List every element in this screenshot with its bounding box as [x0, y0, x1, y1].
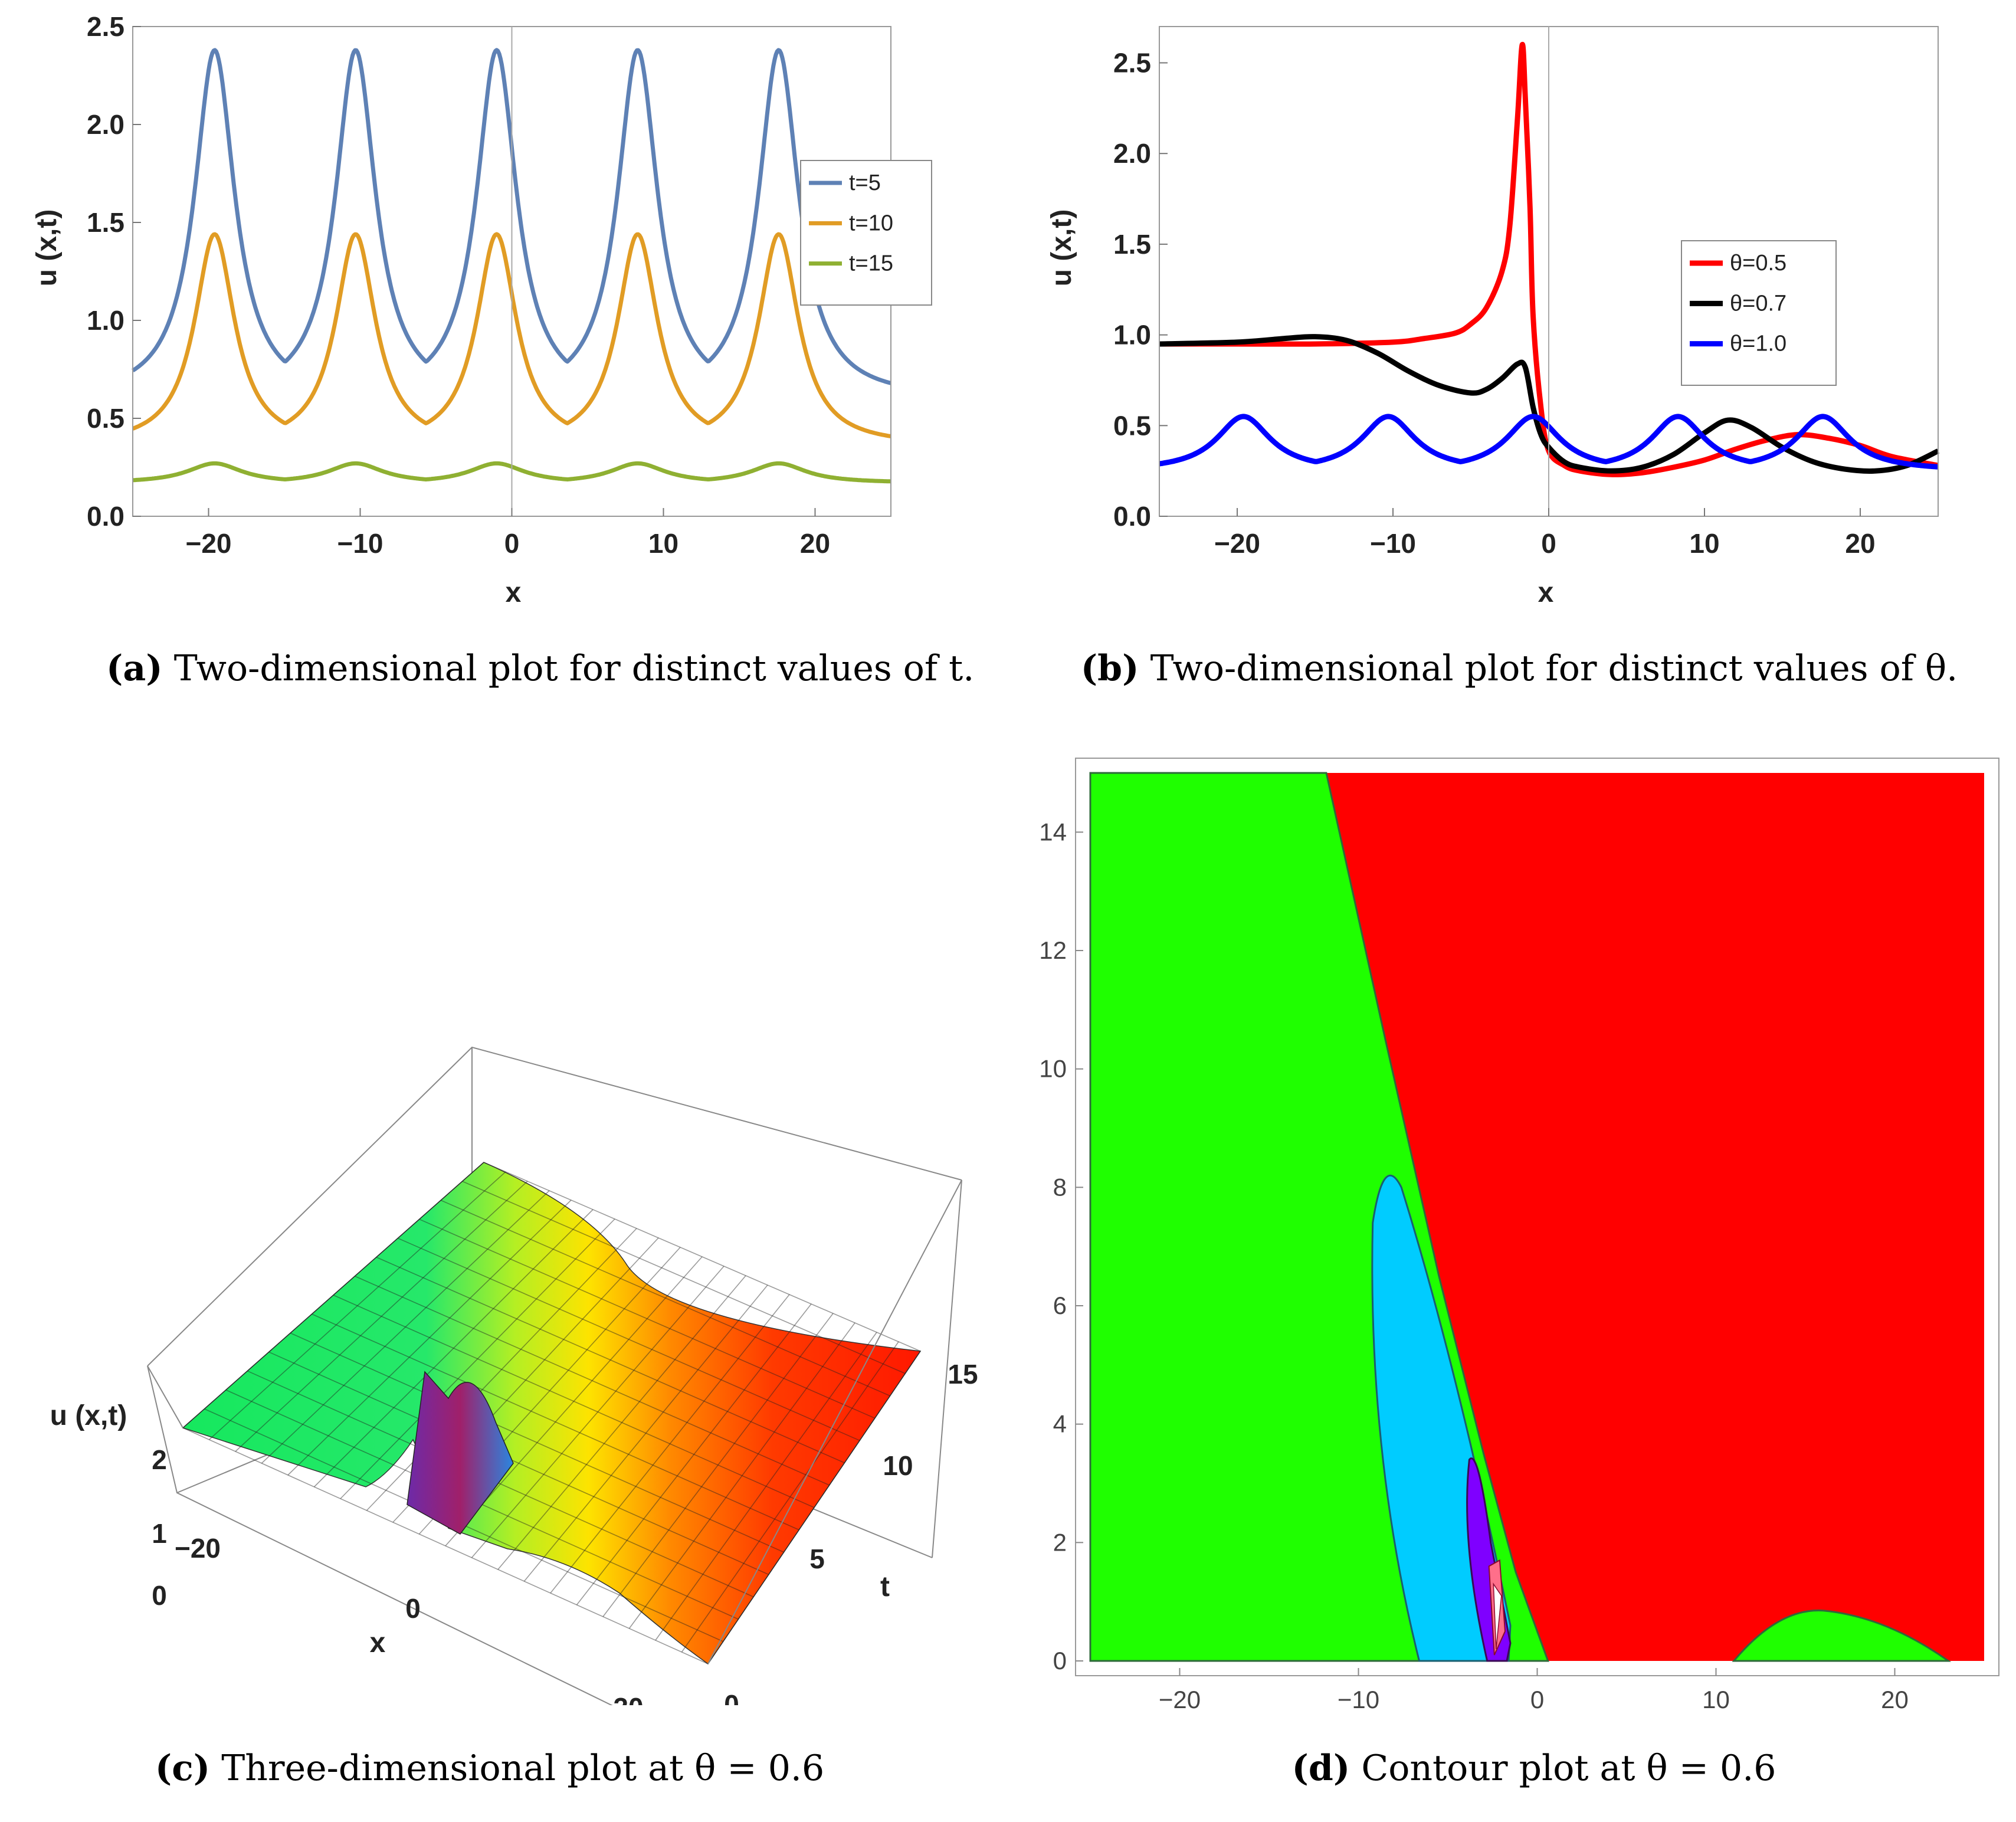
chart-d-ytick: 14	[1039, 818, 1067, 846]
chart-d-xtick: −10	[1338, 1686, 1379, 1713]
chart-c-ytick: 5	[809, 1544, 825, 1574]
chart-c-xtick: 0	[405, 1593, 421, 1624]
chart-d-xtick: 10	[1702, 1686, 1730, 1713]
chart-c-spike	[407, 1371, 514, 1535]
chart-a-legend-label: t=5	[849, 171, 881, 195]
chart-a-legend-label: t=10	[849, 211, 893, 235]
chart-a-xtick: 10	[648, 528, 678, 559]
chart-a-xlabel: x	[506, 577, 522, 608]
chart-c-ztick: 1	[152, 1518, 167, 1549]
chart-c-xlabel: x	[370, 1627, 386, 1659]
chart-a-ytick: 0.0	[87, 501, 124, 532]
chart-b-xtick: −10	[1370, 528, 1416, 559]
chart-d-ytick: 2	[1053, 1528, 1067, 1556]
chart-c-ytick: 10	[883, 1450, 913, 1481]
chart-b-xtick: 10	[1689, 528, 1719, 559]
chart-c-zlabel: u (x,t)	[50, 1400, 127, 1431]
chart-d-ytick: 6	[1053, 1292, 1067, 1319]
caption-b: (b) Two-dimensional plot for distinct va…	[1080, 648, 1958, 689]
chart-b-legend-label: θ=0.7	[1730, 291, 1786, 316]
chart-d-xtick: 0	[1530, 1686, 1544, 1713]
chart-b-ytick: 1.5	[1113, 229, 1151, 260]
chart-a-legend: t=5 t=10 t=15	[800, 160, 932, 306]
chart-a-legend-label: t=15	[849, 251, 893, 276]
chart-b-legend-label: θ=1.0	[1730, 332, 1786, 356]
chart-b-ytick: 0.5	[1113, 410, 1151, 441]
chart-d: −20 −10 0 10 20 0 2 4 6 8 10 12 14	[1039, 758, 1999, 1713]
chart-a-ytick: 2.0	[87, 109, 124, 140]
chart-d-ytick: 10	[1039, 1055, 1067, 1083]
chart-c-ytick: 15	[948, 1359, 978, 1390]
chart-b-legend: θ=0.5 θ=0.7 θ=1.0	[1681, 240, 1837, 386]
chart-b: −20 −10 0 10 200.00.51.01.52.02.5 x u (x,t) …	[1046, 26, 1940, 608]
chart-c-xtick: 20	[613, 1692, 643, 1705]
chart-c-ylabel: t	[880, 1571, 890, 1603]
chart-a-xtick: −10	[337, 528, 383, 559]
caption-c: (c) Three-dimensional plot at θ = 0.6	[155, 1748, 825, 1789]
chart-b-legend-label: θ=0.5	[1730, 251, 1786, 276]
chart-d-xtick: 20	[1881, 1686, 1909, 1713]
chart-a-ylabel: u (x,t)	[31, 209, 63, 287]
chart-a-xtick: 0	[504, 528, 520, 559]
chart-a-xtick: 20	[800, 528, 830, 559]
chart-d-xtick: −20	[1159, 1686, 1201, 1713]
chart-b-ylabel: u (x,t)	[1046, 209, 1077, 287]
chart-c-ytick: 0	[724, 1689, 739, 1705]
chart-b-ytick: 2.0	[1113, 138, 1151, 169]
chart-b-xlabel: x	[1538, 577, 1554, 608]
caption-d: (d) Contour plot at θ = 0.6	[1291, 1748, 1776, 1789]
chart-a-xtick: −20	[185, 528, 231, 559]
chart-d-ytick: 12	[1039, 936, 1067, 964]
caption-a: (a) Two-dimensional plot for distinct va…	[106, 648, 975, 689]
chart-a-ytick: 1.5	[87, 207, 124, 238]
chart-d-ytick: 4	[1053, 1410, 1067, 1438]
chart-c-xtick: −20	[175, 1533, 221, 1564]
chart-b-ytick: 2.5	[1113, 47, 1151, 78]
chart-b-ytick: 1.0	[1113, 320, 1151, 350]
contour-region-green-small	[1732, 1609, 1952, 1662]
chart-b-ytick: 0.0	[1113, 501, 1151, 532]
chart-c-surface	[182, 1162, 922, 1665]
chart-c: 0 1 2 −20 0 20 0 5 10 15 u (x,t) x t	[50, 1046, 978, 1705]
chart-a-ytick: 2.5	[87, 11, 124, 42]
chart-d-ytick: 0	[1053, 1647, 1067, 1674]
chart-a-ytick: 0.5	[87, 403, 124, 434]
chart-a: −20 −10 0 10 200.00.51.01.52.02.5 x u (x,t) …	[31, 11, 932, 608]
chart-b-series-line	[1159, 42, 1939, 477]
chart-b-xtick: 0	[1541, 528, 1556, 559]
contour-region-white	[1493, 1582, 1502, 1649]
chart-c-ztick: 0	[152, 1580, 167, 1611]
chart-b-xtick: −20	[1214, 528, 1260, 559]
chart-c-ztick: 2	[152, 1444, 167, 1475]
chart-a-ytick: 1.0	[87, 305, 124, 336]
chart-d-ytick: 8	[1053, 1173, 1067, 1201]
chart-b-xtick: 20	[1845, 528, 1875, 559]
